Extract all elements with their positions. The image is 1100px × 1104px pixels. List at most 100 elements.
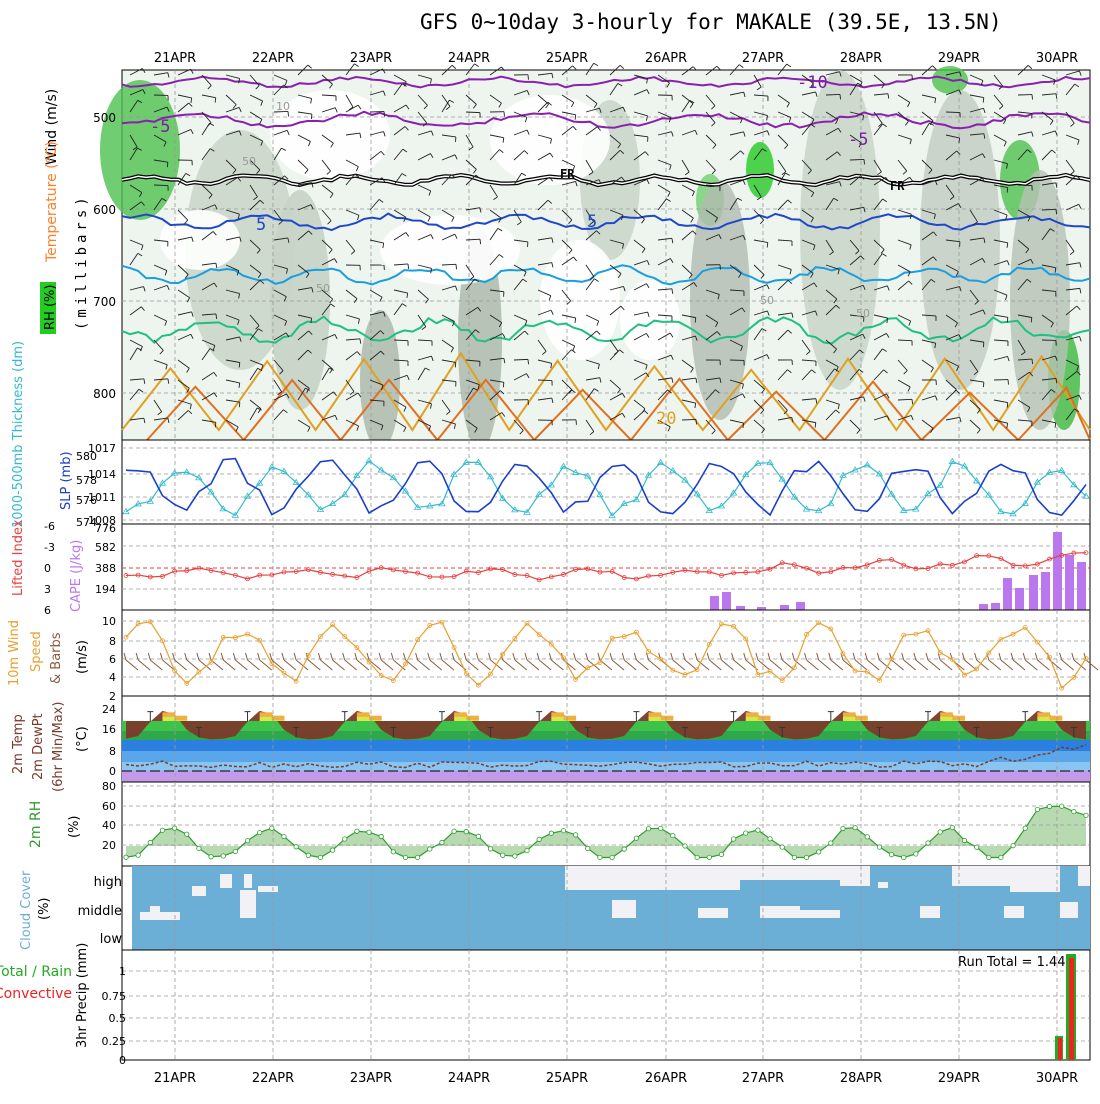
li-tick-0: 0 <box>44 562 51 575</box>
w10-unit: (m/s) <box>75 640 90 674</box>
cloud-gap <box>140 912 180 920</box>
wind-barb-flag <box>575 115 576 120</box>
t2-unit: (°C) <box>75 726 90 752</box>
rh-label-50b: 50 <box>316 282 330 295</box>
cloud-gap <box>878 882 888 888</box>
rh-label-50c: 50 <box>760 294 774 307</box>
temp-top-band <box>454 712 467 717</box>
temp-top-band <box>661 716 674 721</box>
rh2m-marker <box>938 830 942 834</box>
temp-mid-band <box>563 720 576 721</box>
temp-top-band <box>855 716 868 721</box>
bottom-date-label: 29APR <box>938 1071 980 1086</box>
top-date-label: 24APR <box>448 51 490 66</box>
rh-clear <box>490 95 610 185</box>
cape-bar <box>780 605 789 610</box>
rh2m-marker <box>172 826 176 830</box>
rh2m-marker <box>671 833 675 837</box>
rh2m-marker <box>501 853 505 857</box>
rh2m-marker <box>537 837 541 841</box>
rh-tick-60: 60 <box>102 800 116 813</box>
pr-tick-05: 0.5 <box>109 1012 127 1025</box>
cape-bar <box>991 603 1000 610</box>
wind-barb-flag <box>594 63 598 65</box>
contour-label-20: 20 <box>656 409 676 429</box>
cloud-gap <box>612 900 636 918</box>
rh2m-marker <box>1072 809 1076 813</box>
wind-barb <box>154 185 168 186</box>
cape-bar <box>736 606 745 610</box>
wind-barb-flag <box>573 66 577 70</box>
wind-barb-flag <box>1055 268 1056 273</box>
cape-bar <box>1029 575 1038 610</box>
temp-mid-band <box>260 717 273 721</box>
wind-barb-flag <box>983 98 984 103</box>
run-total-label: Run Total = 1.44 <box>958 955 1066 970</box>
rh-blob <box>100 80 180 220</box>
cape-bar <box>979 604 988 610</box>
rh2m-marker <box>464 829 468 833</box>
top-date-label: 25APR <box>546 51 588 66</box>
rh2m-marker <box>950 825 954 829</box>
t2-ylabel-a: 2m Temp <box>11 714 26 774</box>
rh2m-marker <box>707 855 711 859</box>
bottom-date-label: 26APR <box>645 1071 687 1086</box>
cloud-level-low: low <box>100 932 123 947</box>
rh2m-marker <box>476 834 480 838</box>
rh2m-marker <box>233 849 237 853</box>
wind-barb <box>682 419 696 420</box>
wind-barb <box>850 159 864 160</box>
rh2m-marker <box>513 854 517 858</box>
top-date-label: 30APR <box>1036 51 1078 66</box>
cloud-gap <box>1004 906 1024 918</box>
wind-barb-flag <box>696 419 697 424</box>
cape-bar <box>710 596 719 610</box>
temp-top-band <box>940 712 953 717</box>
rh2m-marker <box>987 855 991 859</box>
rh2m-marker <box>549 831 553 835</box>
temp-mid-band <box>1050 720 1063 721</box>
precip-bar-conv <box>1058 1038 1062 1060</box>
cape-panel: -6 -3 0 3 6 776 582 388 194 Lifted Index… <box>11 519 1090 617</box>
cloud-gap <box>952 866 1012 886</box>
temp-mid-band <box>661 720 674 721</box>
rh2m-ylabel: 2m RH <box>28 801 44 848</box>
pr-tick-0: 0 <box>119 1054 126 1067</box>
contour-label-m10: -10 <box>797 73 828 93</box>
slp-tick-1014: 1014 <box>88 468 116 481</box>
rh2m-marker <box>877 845 881 849</box>
contour-label-5b: 5 <box>587 212 597 232</box>
wind-barb-flag <box>308 65 312 68</box>
wind-barb-flag <box>767 243 768 248</box>
t2-tick-24: 24 <box>102 703 116 716</box>
w10-tick-8: 8 <box>109 635 116 648</box>
top-date-label: 26APR <box>645 51 687 66</box>
cape-ylabel-left: Lifted Index <box>11 519 26 596</box>
rh2m-marker <box>318 855 322 859</box>
pr-tick-025: 0.25 <box>102 1035 127 1048</box>
contour-label-m5a: -5 <box>150 117 170 137</box>
precip-label-conv: Convective <box>0 986 72 1002</box>
wind-barb-flag <box>239 363 240 368</box>
w10-tick-4: 4 <box>109 671 116 684</box>
rh2m-marker <box>124 855 128 859</box>
w10-tick-6: 6 <box>109 653 116 666</box>
wind-barb-flag <box>1055 423 1056 428</box>
cloud-level-high: high <box>94 875 122 890</box>
wind-barb-flag <box>1028 65 1032 68</box>
rh2m-marker <box>719 852 723 856</box>
rh2m-marker <box>683 844 687 848</box>
bottom-date-label: 23APR <box>350 1071 392 1086</box>
slp-tick-1011: 1011 <box>88 491 116 504</box>
wind-barb-flag <box>480 239 481 244</box>
temp-top-band <box>563 716 576 721</box>
wind-barb <box>898 340 912 341</box>
rh2m-marker <box>1059 804 1063 808</box>
cape-bar <box>1003 578 1012 610</box>
rh2m-marker <box>245 838 249 842</box>
bottom-date-label: 22APR <box>252 1071 294 1086</box>
freezing-label-b: FR <box>890 179 905 193</box>
rh-clear <box>620 280 680 360</box>
